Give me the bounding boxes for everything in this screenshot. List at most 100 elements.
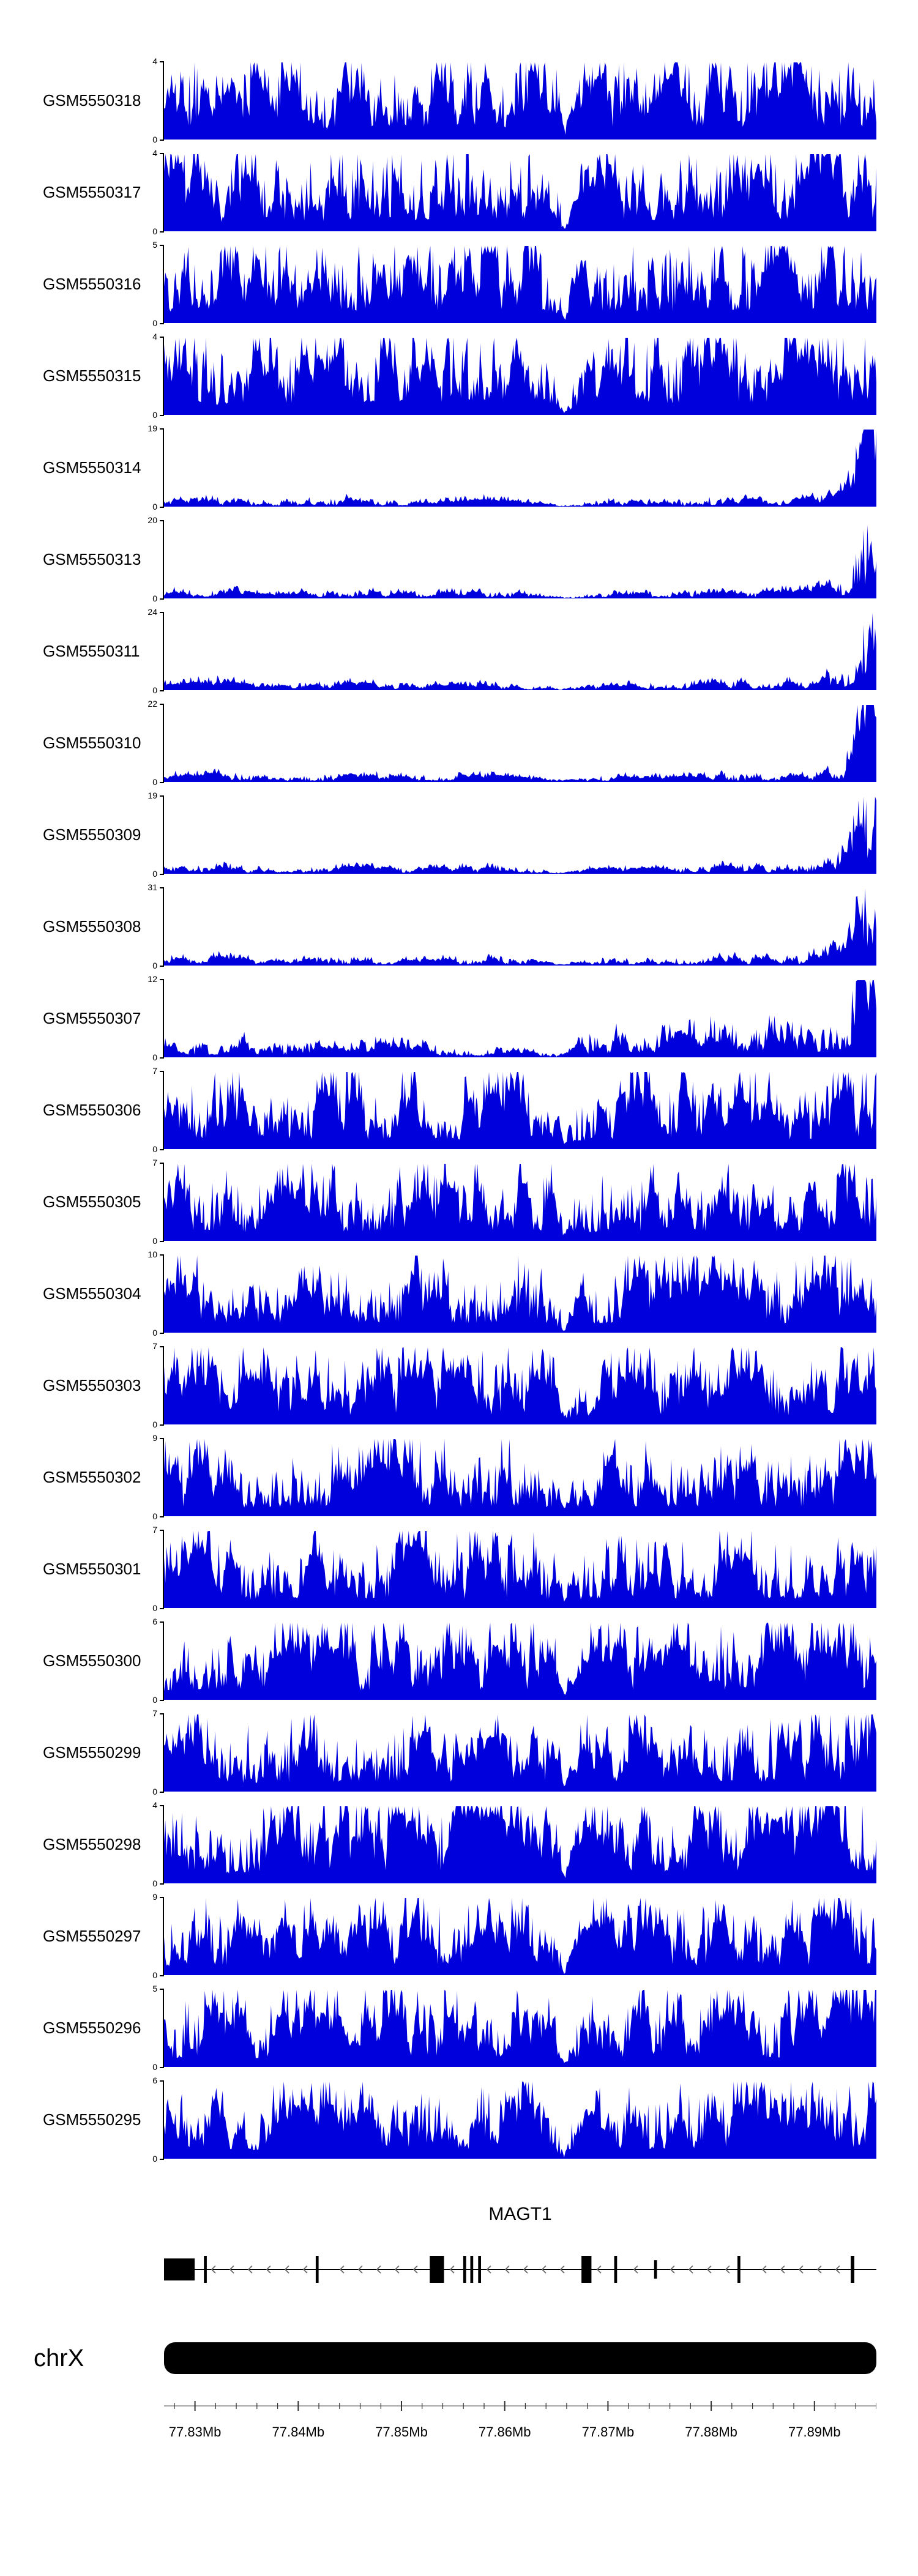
y-zero-label: 0 [152,1052,157,1062]
track-sample-label: GSM5550306 [43,1100,141,1119]
chromosome-label: chrX [34,2345,84,2372]
track-sample-label: GSM5550305 [43,1192,141,1211]
y-max-label: 7 [152,1708,157,1718]
y-zero-label: 0 [152,502,157,512]
axis-coordinate-label: 77.85Mb [375,2424,428,2440]
coverage-track-row: GSM5550304 10 0 [0,1249,918,1346]
coverage-plot [164,62,876,140]
y-axis-line [163,1989,164,2067]
gene-exon [315,2256,319,2283]
track-sample-label: GSM5550302 [43,1467,141,1486]
y-max-label: 9 [152,1433,157,1443]
y-axis-line [163,520,164,598]
y-zero-label: 0 [152,1236,157,1246]
coverage-plot [164,888,876,966]
y-max-label: 24 [147,607,157,617]
track-sample-label: GSM5550299 [43,1743,141,1762]
coverage-plot [164,2082,876,2159]
y-axis-tick [160,1424,164,1426]
gene-exon [614,2256,618,2283]
track-sample-label: GSM5550310 [43,733,141,752]
track-sample-label: GSM5550309 [43,825,141,844]
coverage-plot [164,154,876,231]
y-axis-line [163,1897,164,1975]
y-axis-tick [160,1700,164,1701]
track-y-axis: 10 0 [142,1249,164,1338]
axis-coordinate-label: 77.87Mb [581,2424,635,2440]
y-max-label: 4 [152,56,157,66]
coverage-plot [164,1714,876,1792]
y-axis-tick [160,1621,164,1623]
y-zero-label: 0 [152,961,157,970]
y-zero-label: 0 [152,594,157,603]
y-zero-label: 0 [152,135,157,144]
genome-axis-labels: 77.83Mb 77.84Mb 77.85Mb 77.86Mb 77.87Mb 77.88… [164,2424,876,2443]
y-axis-line [163,245,164,323]
coverage-plot [164,705,876,782]
y-axis-tick [160,1057,164,1059]
y-axis-line [163,1621,164,1700]
y-axis-tick [160,140,164,141]
coverage-plot [164,1164,876,1241]
y-axis-tick [160,231,164,233]
y-axis-tick [160,1989,164,1990]
y-max-label: 9 [152,1892,157,1902]
y-axis-tick [160,598,164,600]
y-max-label: 4 [152,332,157,341]
y-axis-line [163,887,164,966]
y-max-label: 6 [152,1617,157,1626]
coverage-track-row: GSM5550313 20 0 [0,515,918,612]
y-zero-label: 0 [152,226,157,236]
coverage-track-row: GSM5550299 7 0 [0,1708,918,1805]
axis-coordinate-label: 77.89Mb [788,2424,841,2440]
y-zero-label: 0 [152,1511,157,1521]
y-axis-tick [160,415,164,416]
y-axis-line [163,612,164,690]
coverage-plot [164,1531,876,1608]
coverage-track-row: GSM5550295 6 0 [0,2075,918,2172]
track-sample-label: GSM5550315 [43,366,141,385]
y-zero-label: 0 [152,1970,157,1980]
y-max-label: 7 [152,1158,157,1167]
coverage-plot [164,1806,876,1883]
y-max-label: 10 [147,1249,157,1259]
track-y-axis: 19 0 [142,423,164,512]
gene-exon [164,2258,195,2280]
track-y-axis: 31 0 [142,882,164,970]
coverage-track-row: GSM5550302 9 0 [0,1433,918,1530]
y-axis-tick [160,1516,164,1517]
y-axis-tick [160,1897,164,1898]
y-axis-tick [160,2080,164,2082]
y-zero-label: 0 [152,1787,157,1796]
coverage-plot [164,1347,876,1424]
y-axis-tick [160,61,164,62]
y-axis-line [163,1254,164,1333]
y-max-label: 22 [147,699,157,709]
y-axis-tick [160,520,164,521]
y-zero-label: 0 [152,2062,157,2072]
y-zero-label: 0 [152,869,157,879]
coverage-track-row: GSM5550318 4 0 [0,56,918,153]
coverage-plot [164,980,876,1057]
y-zero-label: 0 [152,1328,157,1338]
y-axis-tick [160,966,164,967]
coverage-plot [164,525,876,598]
coverage-track-row: GSM5550307 12 0 [0,974,918,1071]
coverage-track-row: GSM5550300 6 0 [0,1617,918,1713]
y-axis-tick [160,428,164,430]
track-sample-label: GSM5550303 [43,1375,141,1394]
gene-exon [851,2256,854,2283]
y-zero-label: 0 [152,1603,157,1613]
y-axis-tick [160,1975,164,1976]
gene-exon [478,2256,481,2283]
